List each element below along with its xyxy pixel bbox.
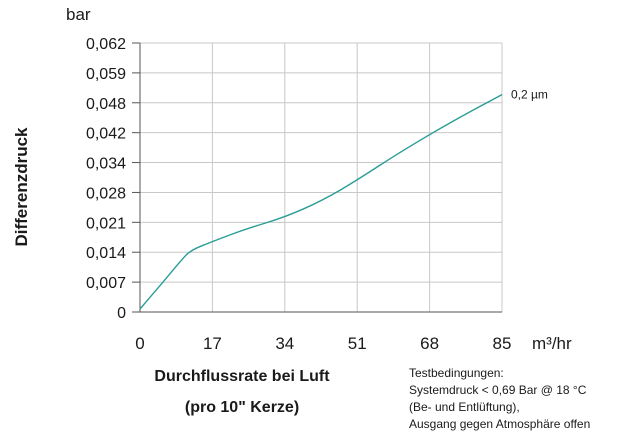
y-tick-labels: 0 0,007 0,014 0,021 0,028 0,034 0,042 0,048 0,05… xyxy=(86,36,126,322)
x-tick-label: 17 xyxy=(203,334,222,353)
note-line: Systemdruck < 0,69 Bar @ 18 °C xyxy=(409,383,587,397)
x-tick-label: 34 xyxy=(275,334,294,353)
y-tick-label: 0,042 xyxy=(86,126,126,143)
y-tick-label: 0,034 xyxy=(86,156,126,173)
y-tick-label: 0,062 xyxy=(86,36,126,53)
grid xyxy=(140,42,503,312)
y-tick-label: 0,059 xyxy=(86,66,126,83)
series-end-label: 0,2 µm xyxy=(511,88,548,102)
series: 0,2 µm xyxy=(139,88,548,310)
x-unit-label: m³/hr xyxy=(532,334,572,353)
y-axis-title: Differenzdruck xyxy=(12,127,31,247)
y-tick-label: 0,007 xyxy=(86,275,126,292)
y-tick-label: 0,028 xyxy=(86,185,126,202)
axes xyxy=(132,42,502,313)
x-tick-label: 51 xyxy=(348,334,367,353)
note-line: (Be- und Entlüftung), xyxy=(409,400,520,414)
note-line: Ausgang gegen Atmosphäre offen xyxy=(409,417,590,431)
series-line xyxy=(139,93,503,310)
y-unit-label: bar xyxy=(66,5,91,24)
x-tick-label: 0 xyxy=(135,334,144,353)
y-tick-label: 0,021 xyxy=(86,215,126,232)
y-tick-label: 0 xyxy=(117,305,126,322)
x-tick-labels: 0 17 34 51 68 85 xyxy=(135,334,511,353)
y-tick-label: 0,014 xyxy=(86,245,126,262)
y-tick-label: 0,048 xyxy=(86,96,126,113)
x-axis-title-line2: (pro 10" Kerze) xyxy=(185,399,299,416)
note-line: Testbedingungen: xyxy=(409,366,504,380)
test-conditions-note: Testbedingungen: Systemdruck < 0,69 Bar … xyxy=(409,366,590,431)
x-axis-title-line1: Durchflussrate bei Luft xyxy=(154,368,330,385)
x-tick-label: 68 xyxy=(420,334,439,353)
x-tick-label: 85 xyxy=(493,334,512,353)
